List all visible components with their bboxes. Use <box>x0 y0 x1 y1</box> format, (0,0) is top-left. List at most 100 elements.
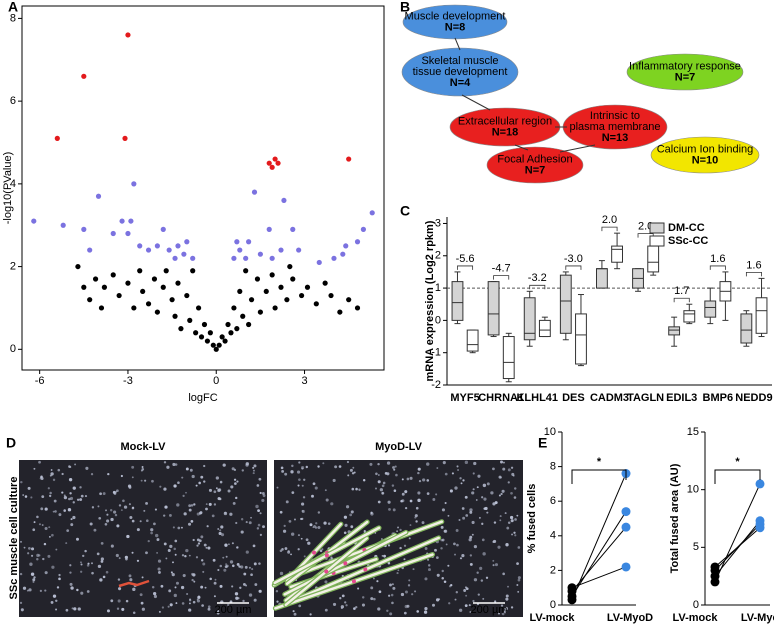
nucleus <box>69 564 72 567</box>
point <box>246 321 252 328</box>
nucleus <box>51 533 54 537</box>
nucleus <box>112 490 116 494</box>
nucleus <box>397 526 399 529</box>
x-tick-label: LV-MyoD <box>607 612 653 624</box>
nucleus <box>80 494 84 498</box>
y-tick-label: 15 <box>687 426 699 438</box>
nucleus <box>482 597 485 600</box>
nucleus <box>391 484 395 487</box>
nucleus <box>227 489 231 493</box>
nucleus <box>406 604 410 608</box>
nucleus <box>355 487 358 491</box>
point <box>266 226 272 232</box>
nucleus <box>516 514 519 517</box>
nucleus <box>511 533 514 536</box>
nucleus <box>144 479 147 482</box>
image-title: MyoD-LV <box>375 441 423 453</box>
nucleus <box>33 467 36 470</box>
x-tick-label: CHRNA1 <box>478 392 524 404</box>
edge <box>461 94 491 111</box>
nucleus <box>233 468 237 471</box>
point <box>237 247 243 253</box>
nucleus <box>50 600 54 604</box>
nucleus <box>492 559 495 562</box>
nucleus <box>436 573 440 577</box>
nucleus <box>32 578 36 582</box>
myotube-nucleus <box>324 569 329 574</box>
nucleus <box>188 554 191 557</box>
nucleus <box>389 583 392 587</box>
nucleus <box>73 607 77 611</box>
nucleus <box>33 576 36 579</box>
nucleus <box>457 469 459 471</box>
nucleus <box>69 496 74 500</box>
node-count: N=7 <box>525 164 546 176</box>
nucleus <box>298 478 301 481</box>
nucleus <box>118 587 122 591</box>
node <box>626 53 744 91</box>
nucleus <box>276 486 279 489</box>
nucleus <box>317 511 321 514</box>
point <box>369 210 375 216</box>
nucleus <box>204 586 207 589</box>
box <box>668 326 681 336</box>
nucleus <box>325 498 329 502</box>
nucleus <box>339 597 342 600</box>
nucleus <box>303 478 306 481</box>
box <box>559 274 572 334</box>
nucleus <box>167 548 171 552</box>
fold-bracket <box>673 297 690 303</box>
nucleus <box>116 524 120 528</box>
nucleus <box>36 557 39 561</box>
nucleus <box>476 486 479 489</box>
nucleus <box>140 601 144 605</box>
nucleus <box>236 562 240 566</box>
point <box>231 305 237 311</box>
point <box>175 243 181 249</box>
nucleus <box>165 557 168 560</box>
nucleus <box>218 531 222 535</box>
nucleus <box>501 612 505 616</box>
nucleus <box>125 599 129 603</box>
nucleus <box>91 562 93 565</box>
nucleus <box>517 578 521 582</box>
point <box>190 255 196 261</box>
x-tick-label: 3 <box>301 375 307 387</box>
x-tick-label: EDIL3 <box>666 392 697 404</box>
nucleus <box>514 534 517 537</box>
nucleus <box>314 486 318 490</box>
point <box>313 301 319 307</box>
point <box>128 218 134 224</box>
nucleus <box>188 508 192 512</box>
nucleus <box>219 529 222 532</box>
nucleus <box>492 467 495 471</box>
point <box>81 73 87 79</box>
nucleus <box>416 610 420 613</box>
nucleus <box>163 542 167 546</box>
point <box>621 507 631 517</box>
nucleus <box>53 499 57 503</box>
nucleus <box>170 571 173 574</box>
nucleus <box>321 548 324 551</box>
nucleus <box>244 565 248 569</box>
point <box>193 330 199 336</box>
nucleus <box>490 491 494 495</box>
nucleus <box>232 501 236 505</box>
nucleus <box>332 478 336 483</box>
point <box>316 259 322 266</box>
nucleus <box>298 461 301 464</box>
nucleus <box>197 595 201 599</box>
panel-label: D <box>6 435 16 451</box>
x-tick-label: -6 <box>35 375 45 387</box>
nucleus <box>464 604 468 608</box>
nucleus <box>458 518 461 521</box>
point <box>269 272 275 278</box>
nucleus <box>454 486 458 490</box>
point <box>234 326 240 332</box>
significance-label: * <box>597 456 602 468</box>
point <box>710 562 720 572</box>
nucleus <box>51 565 55 569</box>
nucleus <box>214 578 217 581</box>
nucleus <box>145 519 149 523</box>
nucleus <box>185 548 189 553</box>
